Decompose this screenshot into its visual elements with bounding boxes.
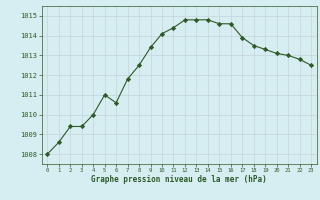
X-axis label: Graphe pression niveau de la mer (hPa): Graphe pression niveau de la mer (hPa) [91,175,267,184]
